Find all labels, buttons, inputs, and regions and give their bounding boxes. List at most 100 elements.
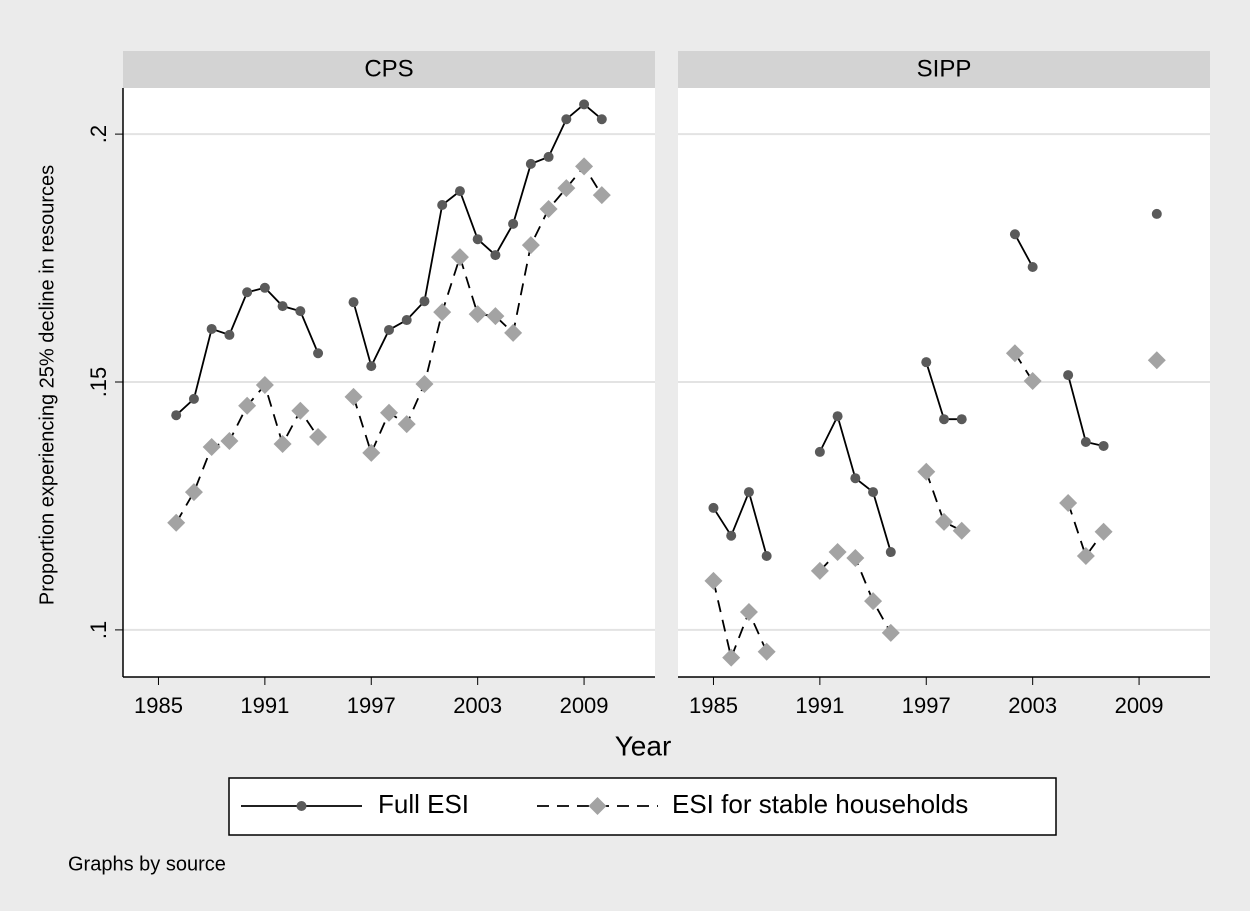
marker — [722, 648, 741, 667]
marker — [575, 157, 594, 176]
marker — [450, 248, 469, 267]
marker — [206, 323, 217, 334]
marker — [868, 487, 879, 498]
x-tick-label: 2003 — [1008, 693, 1057, 718]
marker — [739, 603, 758, 622]
marker — [277, 301, 288, 312]
marker — [539, 199, 558, 218]
marker — [184, 483, 203, 502]
marker — [295, 306, 306, 317]
marker — [224, 329, 235, 340]
marker — [437, 200, 448, 211]
marker — [810, 561, 829, 580]
marker — [1027, 261, 1038, 272]
marker — [380, 403, 398, 422]
panel-title: CPS — [364, 55, 413, 82]
marker — [171, 410, 182, 421]
x-tick-label: 1991 — [240, 693, 289, 718]
marker — [454, 186, 465, 197]
legend-marker — [588, 797, 607, 815]
series-line — [1014, 233, 1034, 268]
marker — [521, 236, 540, 255]
marker — [401, 315, 412, 326]
x-axis-title: Year — [615, 730, 672, 761]
marker — [761, 551, 772, 562]
marker — [238, 396, 257, 415]
marker — [832, 411, 843, 422]
legend-marker — [296, 801, 307, 811]
marker — [220, 432, 239, 451]
marker — [726, 530, 737, 541]
marker — [490, 250, 501, 261]
marker — [1094, 522, 1113, 541]
marker — [743, 487, 754, 498]
marker — [921, 357, 932, 368]
marker — [313, 348, 324, 359]
marker — [917, 462, 936, 481]
marker — [557, 179, 576, 198]
marker — [472, 234, 483, 245]
panel-header — [678, 51, 1210, 88]
x-tick-label: 2003 — [453, 693, 502, 718]
series-line — [712, 489, 768, 557]
marker — [504, 323, 523, 342]
marker — [939, 414, 949, 425]
marker — [344, 387, 363, 406]
legend-label: ESI for stable households — [672, 789, 968, 819]
marker — [864, 592, 883, 611]
marker — [561, 114, 572, 125]
y-axis-title: Proportion experiencing 25% decline in r… — [36, 165, 58, 605]
note: Graphs by source — [68, 853, 226, 875]
marker — [704, 571, 723, 590]
x-tick-label: 2009 — [1115, 693, 1164, 718]
marker — [543, 151, 554, 162]
series-line — [712, 580, 768, 661]
marker — [828, 543, 847, 562]
marker — [850, 473, 861, 484]
y-tick-label: .2 — [86, 125, 111, 143]
marker — [419, 296, 430, 307]
x-tick-label: 1985 — [134, 693, 183, 718]
marker — [1005, 344, 1024, 363]
marker — [468, 305, 487, 324]
x-tick-label: 1997 — [902, 693, 951, 718]
marker — [1080, 436, 1091, 447]
panel-header — [123, 51, 655, 88]
marker — [309, 428, 328, 447]
marker — [525, 158, 536, 169]
marker — [814, 446, 825, 457]
marker — [1023, 372, 1042, 391]
marker — [202, 437, 221, 456]
marker — [167, 513, 186, 532]
series-line — [352, 164, 603, 456]
y-tick-label: .1 — [86, 621, 111, 639]
marker — [259, 282, 270, 293]
marker — [708, 502, 719, 513]
marker — [1098, 440, 1109, 451]
marker — [1076, 547, 1095, 566]
marker — [188, 393, 199, 404]
marker — [433, 303, 452, 322]
marker — [592, 186, 611, 205]
marker — [846, 549, 865, 568]
marker — [348, 297, 359, 308]
marker — [956, 414, 967, 425]
marker — [1151, 208, 1162, 219]
marker — [291, 401, 310, 420]
marker — [486, 307, 505, 326]
marker — [1063, 370, 1074, 381]
panel-title: SIPP — [917, 55, 972, 82]
marker — [242, 287, 253, 298]
marker — [579, 99, 590, 110]
x-tick-label: 1985 — [689, 693, 738, 718]
x-tick-label: 2009 — [560, 693, 609, 718]
marker — [757, 642, 776, 661]
marker — [415, 374, 434, 393]
x-tick-label: 1997 — [347, 693, 396, 718]
marker — [366, 361, 377, 372]
marker — [508, 218, 519, 229]
marker — [255, 375, 274, 394]
marker — [384, 324, 394, 335]
marker — [362, 443, 381, 462]
